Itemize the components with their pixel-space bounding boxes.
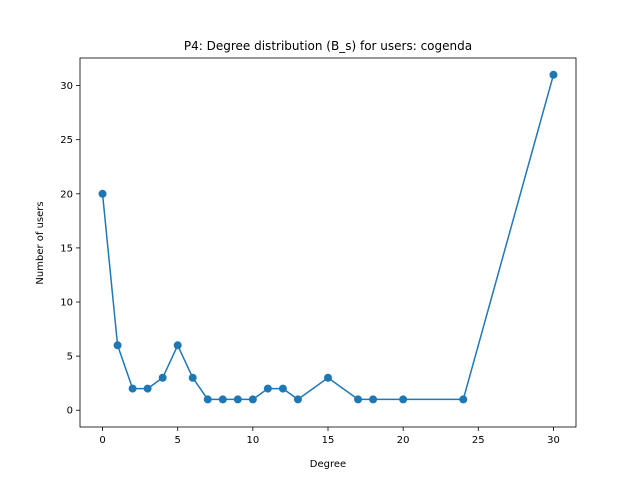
data-point — [143, 384, 152, 393]
data-point — [263, 384, 272, 393]
data-point — [113, 341, 122, 350]
data-point — [158, 373, 167, 382]
y-axis-label: Number of users — [35, 201, 46, 284]
data-point — [293, 395, 302, 404]
y-tick-label: 25 — [60, 135, 73, 146]
data-point — [399, 395, 408, 404]
data-point — [188, 373, 197, 382]
y-tick-label: 0 — [67, 406, 73, 417]
x-tick-label: 10 — [246, 435, 259, 446]
y-tick-label: 15 — [60, 243, 73, 254]
data-point — [128, 384, 137, 393]
x-tick-label: 30 — [547, 435, 560, 446]
x-tick-label: 5 — [175, 435, 181, 446]
x-axis: 0 5 10 15 20 25 30 — [99, 427, 560, 446]
y-tick-label: 20 — [60, 189, 73, 200]
data-point — [98, 189, 107, 198]
x-tick-label: 25 — [472, 435, 485, 446]
data-point — [248, 395, 257, 404]
plot-area — [98, 70, 558, 404]
y-axis: 0 5 10 15 20 25 30 — [60, 81, 80, 417]
data-point — [324, 373, 332, 382]
data-point — [203, 395, 212, 404]
chart-title: P4: Degree distribution (B_s) for users:… — [184, 39, 472, 53]
y-tick-label: 30 — [60, 81, 73, 92]
y-tick-label: 10 — [60, 298, 73, 309]
x-tick-label: 20 — [397, 435, 410, 446]
x-axis-label: Degree — [310, 459, 346, 470]
data-point — [369, 395, 378, 404]
data-point — [218, 395, 227, 404]
data-point — [278, 384, 287, 393]
data-point — [173, 341, 182, 350]
data-point — [459, 395, 468, 404]
x-tick-label: 15 — [322, 435, 335, 446]
y-tick-label: 5 — [67, 352, 73, 363]
data-point — [233, 395, 242, 404]
x-tick-label: 0 — [99, 435, 105, 446]
data-point — [549, 70, 558, 79]
data-point — [354, 395, 363, 404]
